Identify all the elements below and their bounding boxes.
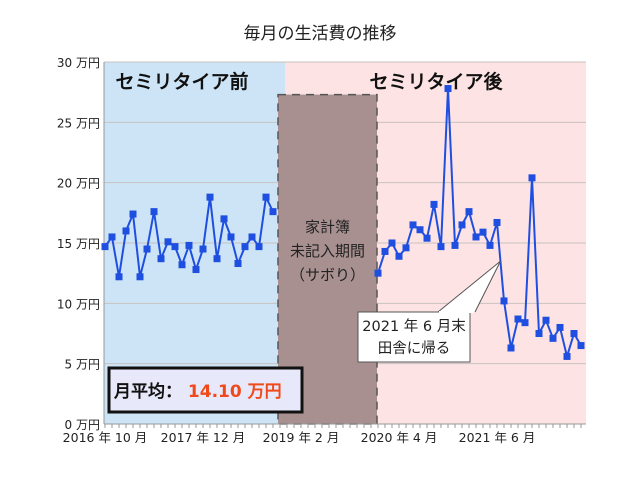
data-point (465, 208, 473, 216)
data-point (479, 228, 487, 236)
data-point (563, 352, 571, 360)
data-point (409, 221, 417, 229)
chart-title: 毎月の生活費の推移 (244, 24, 397, 44)
callout-pointer (437, 260, 501, 313)
average-box (107, 366, 304, 414)
data-point (458, 221, 466, 229)
data-point (122, 227, 130, 235)
data-point (213, 255, 221, 263)
data-point (542, 316, 550, 324)
callout-text: 2021 年 6 月末 (362, 318, 466, 335)
data-point (101, 243, 109, 251)
y-tick-label: 20 万円 (57, 177, 100, 191)
data-point (535, 330, 543, 337)
average-value: 14.10 万円 (182, 382, 282, 402)
data-point (220, 215, 228, 223)
data-point (486, 241, 494, 249)
no-record-label: （サボり） (290, 266, 365, 284)
data-point (143, 245, 151, 253)
data-point (514, 315, 522, 323)
data-point (115, 273, 123, 281)
region-label-before: セミリタイア前 (115, 70, 248, 93)
data-point (227, 233, 235, 241)
data-point (178, 261, 186, 269)
data-point (444, 85, 452, 93)
data-point (437, 243, 445, 251)
data-point (528, 174, 536, 182)
x-tick-label: 2021 年 6 月 (459, 430, 536, 445)
callout-text: 田舎に帰る (378, 339, 451, 357)
data-point (248, 233, 256, 241)
data-point (234, 260, 242, 268)
data-point (262, 193, 270, 201)
y-tick-label: 5 万円 (65, 358, 100, 372)
data-point (549, 334, 557, 342)
data-point (577, 342, 585, 350)
data-point (157, 255, 165, 263)
data-point (472, 233, 480, 241)
data-point (556, 323, 564, 331)
data-point (423, 234, 431, 242)
x-tick-label: 2016 年 10 月 (63, 430, 148, 445)
data-point (192, 266, 200, 274)
y-tick-label: 0 万円 (65, 418, 100, 432)
x-tick-label: 2019 年 2 月 (263, 430, 340, 445)
data-point (402, 244, 410, 252)
no-record-label: 未記入期間 (290, 242, 365, 260)
data-point (395, 252, 403, 260)
y-tick-label: 10 万円 (57, 297, 100, 311)
average-label: 月平均： (113, 381, 182, 402)
data-point (185, 241, 193, 249)
data-point (521, 319, 529, 327)
data-point (241, 243, 249, 251)
region-label-after: セミリタイア後 (369, 70, 503, 93)
data-point (416, 226, 424, 234)
x-tick-label: 2020 年 4 月 (361, 430, 438, 445)
data-point (269, 208, 277, 216)
y-tick-label: 15 万円 (57, 237, 100, 251)
data-point (388, 239, 396, 247)
callout-box (357, 311, 471, 363)
data-point (171, 243, 179, 251)
data-point (374, 269, 382, 277)
data-point (129, 210, 137, 218)
data-point (381, 247, 389, 255)
x-tick-label: 2017 年 12 月 (161, 430, 246, 445)
data-point (500, 297, 508, 305)
data-point (570, 330, 578, 337)
data-point (199, 245, 207, 253)
y-tick-label: 30 万円 (57, 56, 100, 70)
data-point (206, 193, 214, 201)
data-point (430, 200, 438, 208)
data-point (136, 273, 144, 281)
data-point (507, 344, 515, 352)
y-tick-label: 25 万円 (57, 116, 100, 130)
no-record-label: 家計簿 (305, 218, 350, 236)
data-point (108, 233, 116, 241)
data-point (164, 238, 172, 246)
data-point (255, 243, 263, 251)
data-point (493, 218, 501, 226)
data-point (150, 208, 158, 216)
average-text: 月平均： 14.10 万円 (113, 381, 282, 402)
data-point (451, 241, 459, 249)
